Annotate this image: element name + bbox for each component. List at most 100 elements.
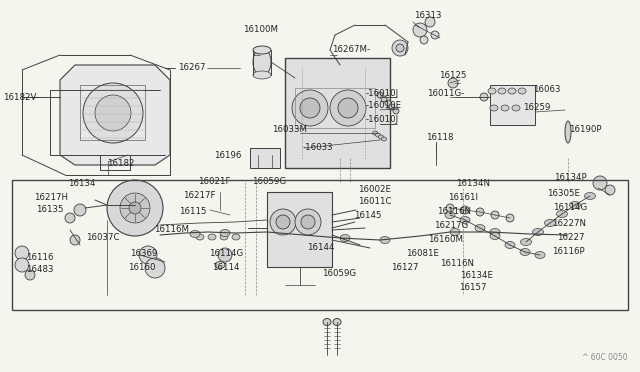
Circle shape	[593, 176, 607, 190]
Bar	[12, 180, 628, 310]
Circle shape	[330, 90, 366, 126]
Circle shape	[506, 214, 514, 222]
Text: 16059G: 16059G	[252, 176, 286, 186]
Circle shape	[301, 215, 315, 229]
Text: 16135: 16135	[36, 205, 63, 215]
Text: 16011G-: 16011G-	[427, 89, 465, 97]
Bar	[285, 58, 390, 168]
Bar	[267, 192, 332, 267]
Text: 16116: 16116	[26, 253, 54, 262]
Text: 16114G: 16114G	[553, 203, 588, 212]
Circle shape	[65, 213, 75, 223]
Text: 16160M: 16160M	[428, 234, 463, 244]
Ellipse shape	[253, 46, 271, 54]
Ellipse shape	[565, 121, 571, 143]
Text: 16115: 16115	[179, 208, 207, 217]
Circle shape	[461, 206, 469, 214]
Text: ^ 60C 0050: ^ 60C 0050	[582, 353, 628, 362]
Circle shape	[107, 180, 163, 236]
Circle shape	[70, 235, 80, 245]
Circle shape	[139, 246, 157, 264]
Text: 16160: 16160	[128, 263, 156, 273]
Ellipse shape	[445, 212, 455, 218]
Ellipse shape	[450, 228, 460, 235]
Circle shape	[15, 246, 29, 260]
Text: 16134P: 16134P	[554, 173, 587, 183]
Text: 16369: 16369	[130, 250, 157, 259]
Circle shape	[413, 23, 427, 37]
Ellipse shape	[323, 318, 331, 326]
Circle shape	[83, 83, 143, 143]
Text: 16144: 16144	[307, 244, 335, 253]
Ellipse shape	[520, 248, 530, 256]
Circle shape	[292, 90, 328, 126]
Text: 16196: 16196	[214, 151, 241, 160]
Text: 16116N: 16116N	[440, 259, 474, 267]
Text: 16127: 16127	[391, 263, 419, 272]
Ellipse shape	[501, 105, 509, 111]
Text: 16217F: 16217F	[183, 192, 216, 201]
Text: 16037C: 16037C	[86, 234, 120, 243]
Text: 16259: 16259	[523, 103, 550, 112]
Text: 16100M: 16100M	[243, 26, 278, 35]
Circle shape	[446, 204, 454, 212]
Text: 16217G: 16217G	[434, 221, 468, 231]
Ellipse shape	[490, 228, 500, 235]
Text: 16081E: 16081E	[406, 248, 439, 257]
Circle shape	[120, 193, 150, 223]
Text: -16010J: -16010J	[366, 115, 399, 125]
Circle shape	[425, 17, 435, 27]
Text: 16063: 16063	[533, 84, 561, 93]
Circle shape	[377, 92, 383, 98]
Text: 16161I: 16161I	[448, 192, 478, 202]
Ellipse shape	[475, 224, 485, 231]
Ellipse shape	[380, 237, 390, 244]
Text: 16145: 16145	[354, 212, 381, 221]
Text: 16116M: 16116M	[154, 225, 189, 234]
Text: -16010E: -16010E	[366, 102, 402, 110]
Ellipse shape	[505, 241, 515, 248]
Text: 16190P: 16190P	[569, 125, 602, 135]
Ellipse shape	[490, 105, 498, 111]
Text: 16134N: 16134N	[456, 179, 490, 187]
Text: 16134E: 16134E	[460, 270, 493, 279]
Ellipse shape	[584, 192, 595, 199]
Circle shape	[270, 209, 296, 235]
Circle shape	[300, 98, 320, 118]
Ellipse shape	[512, 105, 520, 111]
Circle shape	[448, 78, 458, 88]
Ellipse shape	[498, 88, 506, 94]
Text: 16059G: 16059G	[322, 269, 356, 278]
Circle shape	[491, 211, 499, 219]
Ellipse shape	[460, 217, 470, 224]
Ellipse shape	[253, 71, 271, 79]
Text: 16021F: 16021F	[198, 176, 230, 186]
Circle shape	[381, 96, 387, 102]
Text: 16217H: 16217H	[34, 192, 68, 202]
Ellipse shape	[381, 137, 387, 141]
Text: 16116P: 16116P	[552, 247, 584, 256]
Circle shape	[431, 31, 439, 39]
Circle shape	[476, 208, 484, 216]
Text: -16010J: -16010J	[366, 89, 399, 97]
Ellipse shape	[253, 48, 271, 76]
Ellipse shape	[215, 262, 225, 269]
Ellipse shape	[196, 234, 204, 240]
Text: 16114: 16114	[212, 263, 239, 272]
Text: -16033: -16033	[303, 142, 333, 151]
Text: 16267M-: 16267M-	[332, 45, 370, 55]
Circle shape	[480, 93, 488, 101]
Text: 16033M: 16033M	[272, 125, 307, 135]
Circle shape	[74, 204, 86, 216]
Ellipse shape	[557, 211, 568, 218]
Circle shape	[95, 95, 131, 131]
Circle shape	[145, 258, 165, 278]
Ellipse shape	[545, 219, 556, 227]
Circle shape	[25, 270, 35, 280]
Circle shape	[392, 40, 408, 56]
Circle shape	[420, 36, 428, 44]
Ellipse shape	[220, 234, 228, 240]
Text: 16267: 16267	[178, 64, 205, 73]
Ellipse shape	[340, 234, 350, 241]
Ellipse shape	[570, 202, 580, 208]
